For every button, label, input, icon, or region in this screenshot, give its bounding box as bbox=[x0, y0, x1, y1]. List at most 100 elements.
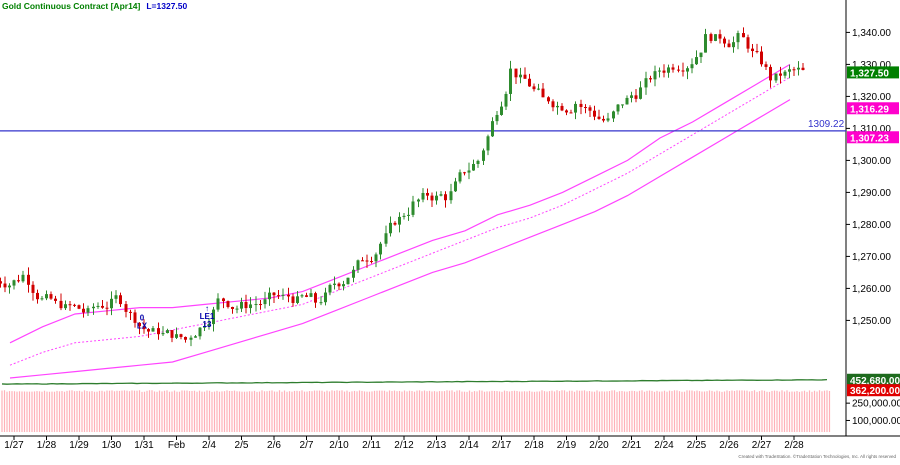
price-bar-body bbox=[551, 101, 555, 108]
price-bar-body bbox=[686, 68, 689, 72]
price-bar-body bbox=[398, 216, 401, 225]
price-bar-body bbox=[486, 136, 490, 151]
x-axis-label: 1/27 bbox=[4, 440, 24, 451]
trade-signal-label: LE1 bbox=[200, 312, 215, 321]
price-bar-body bbox=[528, 78, 531, 87]
price-tag-label: 1,307.23 bbox=[850, 133, 889, 144]
price-bar-body bbox=[467, 170, 471, 173]
price-bar-body bbox=[430, 195, 434, 201]
x-axis-label: 2/4 bbox=[202, 440, 216, 451]
x-axis-label: 2/21 bbox=[622, 440, 642, 451]
price-bar-body bbox=[314, 293, 317, 303]
price-bar-body bbox=[588, 107, 592, 111]
price-bar-body bbox=[166, 330, 169, 334]
price-bar-body bbox=[96, 305, 100, 307]
price-bar-body bbox=[249, 304, 252, 309]
price-bar-body bbox=[792, 69, 796, 71]
trade-signal-label: ↑ bbox=[205, 304, 209, 313]
volume-bars bbox=[1, 390, 831, 432]
price-bar-body bbox=[774, 73, 778, 81]
price-axis-label: 1,260.00 bbox=[852, 284, 891, 295]
price-axis-label: 1,250.00 bbox=[852, 316, 891, 327]
x-axis-label: Feb bbox=[168, 440, 186, 451]
x-axis-label: 2/5 bbox=[235, 440, 249, 451]
price-bar-body bbox=[82, 308, 85, 313]
price-bar-body bbox=[504, 93, 508, 107]
price-bar-body bbox=[556, 105, 559, 108]
price-bar-body bbox=[736, 33, 740, 43]
footer-credit: Created with TradeStation. ©TradeStation… bbox=[738, 454, 896, 459]
price-bar-body bbox=[147, 329, 150, 332]
price-bar-body bbox=[300, 295, 304, 297]
x-axis-label: 2/14 bbox=[459, 440, 479, 451]
x-axis-label: 2/6 bbox=[267, 440, 281, 451]
price-bar-body bbox=[746, 37, 750, 49]
volume-line bbox=[1, 378, 828, 385]
price-bar-body bbox=[579, 103, 583, 108]
x-axis-label: 2/18 bbox=[524, 440, 544, 451]
envelope-middle-line bbox=[9, 76, 791, 366]
price-bar-body bbox=[73, 304, 76, 306]
price-bar-body bbox=[31, 284, 35, 293]
price-bar-body bbox=[677, 69, 680, 71]
price-bar-body bbox=[760, 51, 763, 65]
price-bar-body bbox=[602, 118, 605, 121]
price-bar-body bbox=[21, 274, 25, 282]
x-axis-label: 1/31 bbox=[134, 440, 154, 451]
price-bar-body bbox=[12, 280, 16, 286]
price-bar-body bbox=[129, 311, 132, 313]
price-bar-body bbox=[268, 292, 271, 300]
price-bar-body bbox=[449, 191, 453, 201]
price-bar-body bbox=[296, 296, 299, 303]
price-bar-body bbox=[495, 114, 499, 122]
x-axis-label: 1/30 bbox=[102, 440, 122, 451]
price-bar-body bbox=[764, 64, 768, 67]
price-bar-body bbox=[458, 172, 462, 182]
price-bar-body bbox=[788, 69, 791, 72]
price-bar-body bbox=[593, 110, 596, 117]
price-bar-body bbox=[0, 281, 2, 284]
price-bar-body bbox=[569, 112, 573, 114]
price-bar-body bbox=[194, 336, 197, 338]
price-bar-body bbox=[662, 70, 666, 73]
price-bar-body bbox=[346, 277, 350, 285]
price-bar-body bbox=[537, 88, 540, 90]
price-bar-body bbox=[379, 243, 382, 255]
x-axis-label: 2/28 bbox=[784, 440, 804, 451]
price-bar-body bbox=[393, 222, 397, 225]
price-bar-body bbox=[101, 305, 104, 308]
volume-tag-box bbox=[847, 373, 900, 386]
price-bar-body bbox=[699, 52, 703, 58]
price-bar-body bbox=[333, 283, 336, 285]
price-bar-body bbox=[565, 110, 568, 113]
price-bar-body bbox=[212, 309, 215, 325]
volume-axis-label: 100,000.00 bbox=[852, 416, 900, 427]
price-bar-body bbox=[755, 51, 759, 53]
price-bar-body bbox=[407, 214, 410, 216]
price-bar-body bbox=[523, 74, 527, 79]
price-bar-body bbox=[463, 172, 466, 174]
volume-tag-label: 452,680.00 bbox=[850, 376, 900, 387]
envelope-upper-line bbox=[9, 63, 791, 344]
price-bar-body bbox=[352, 269, 355, 278]
x-axis-label: 1/29 bbox=[69, 440, 89, 451]
x-axis-label: 2/20 bbox=[589, 440, 609, 451]
price-bar-body bbox=[639, 87, 642, 99]
price-bar-body bbox=[319, 302, 323, 304]
trade-signal-label: LX bbox=[137, 321, 148, 330]
price-bar-body bbox=[644, 78, 648, 88]
price-bar-body bbox=[634, 95, 638, 99]
price-bar-body bbox=[142, 326, 146, 330]
price-bar-body bbox=[714, 34, 717, 41]
price-bar-body bbox=[374, 254, 378, 262]
price-bar-body bbox=[454, 181, 457, 192]
price-bar-body bbox=[77, 305, 81, 309]
price-bar-body bbox=[606, 118, 610, 121]
price-bar-body bbox=[216, 298, 220, 310]
price-bar-body bbox=[277, 295, 280, 297]
x-axis-label: 2/11 bbox=[362, 440, 381, 451]
horizontal-level-label: 1309.22 bbox=[808, 119, 845, 130]
price-bar-body bbox=[356, 260, 360, 270]
price-bar-body bbox=[435, 195, 438, 201]
